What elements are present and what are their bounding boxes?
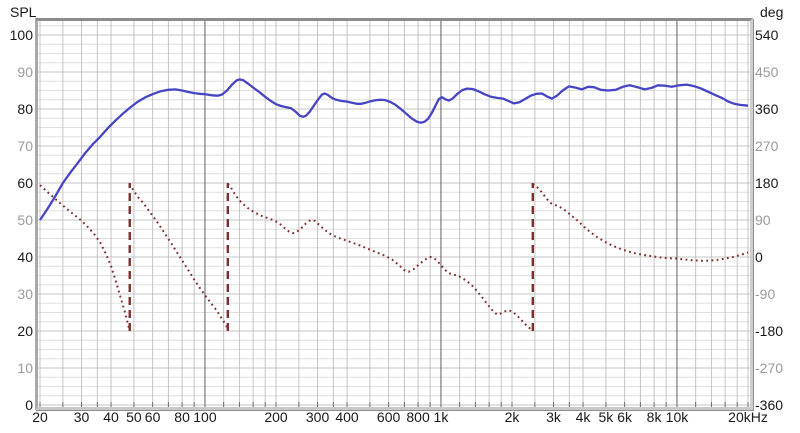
x-axis-label: 10k — [665, 409, 689, 425]
x-axis-label: 600 — [376, 409, 401, 425]
y-axis-label-left: 100 — [9, 27, 33, 43]
x-axis-label: 100 — [193, 409, 217, 425]
x-axis-label: 1k — [433, 409, 449, 425]
x-axis-label: 60 — [144, 409, 161, 425]
y-axis-label-right: 450 — [755, 64, 779, 80]
chart-frame — [35, 18, 753, 410]
x-axis-label: 20kHz — [728, 409, 768, 425]
y-axis-label-right: -360 — [755, 397, 784, 413]
y-axis-label-right: -90 — [755, 286, 776, 302]
x-axis-label: 40 — [103, 409, 119, 425]
y-axis-label-left: 80 — [17, 101, 33, 117]
x-axis-label: 200 — [264, 409, 288, 425]
spl-curve — [39, 78, 749, 221]
y-axis-label-left: 20 — [17, 323, 33, 339]
y-axis-label-left: 60 — [17, 175, 33, 191]
x-axis-label: 50 — [126, 409, 142, 425]
phase-curve-segment — [227, 183, 533, 331]
y-axis-label-left: 0 — [25, 397, 33, 413]
phase-curve-segment — [128, 183, 229, 330]
y-axis-label-left: 30 — [17, 286, 33, 302]
y-axis-label-right: -270 — [755, 360, 784, 376]
y-axis-label-right: 0 — [755, 249, 763, 265]
x-axis-label: 300 — [305, 409, 330, 425]
phase-curve-segment — [39, 184, 131, 330]
y-axis-label-left: 70 — [17, 138, 33, 154]
x-axis-label: 30 — [73, 409, 90, 425]
y-axis-label-left: 90 — [17, 64, 33, 80]
x-axis-label: 8k — [646, 409, 662, 425]
left-axis-title: SPL — [10, 4, 37, 20]
x-axis-label: 80 — [174, 409, 190, 425]
x-axis-label: 400 — [335, 409, 359, 425]
y-axis-label-right: 180 — [755, 175, 779, 191]
right-axis-title: deg — [760, 4, 784, 20]
x-axis-label: 5k — [598, 409, 614, 425]
y-axis-label-right: 360 — [755, 101, 779, 117]
y-axis-label-left: 40 — [17, 249, 33, 265]
x-axis-label: 4k — [575, 409, 591, 425]
x-axis-label: 20 — [32, 409, 48, 425]
y-axis-label-left: 10 — [17, 360, 33, 376]
y-axis-label-right: 90 — [755, 212, 771, 228]
y-axis-label-right: 540 — [755, 27, 779, 43]
phase-curve-segment — [532, 183, 749, 262]
x-axis-label: 2k — [504, 409, 520, 425]
y-axis-label-right: 270 — [755, 138, 779, 154]
x-axis-label: 3k — [546, 409, 561, 425]
chart-svg — [38, 21, 750, 407]
x-axis-label: 6k — [617, 409, 632, 425]
y-axis-label-left: 50 — [17, 212, 33, 228]
x-axis-label: 800 — [406, 409, 430, 425]
y-axis-label-right: -180 — [755, 323, 784, 339]
